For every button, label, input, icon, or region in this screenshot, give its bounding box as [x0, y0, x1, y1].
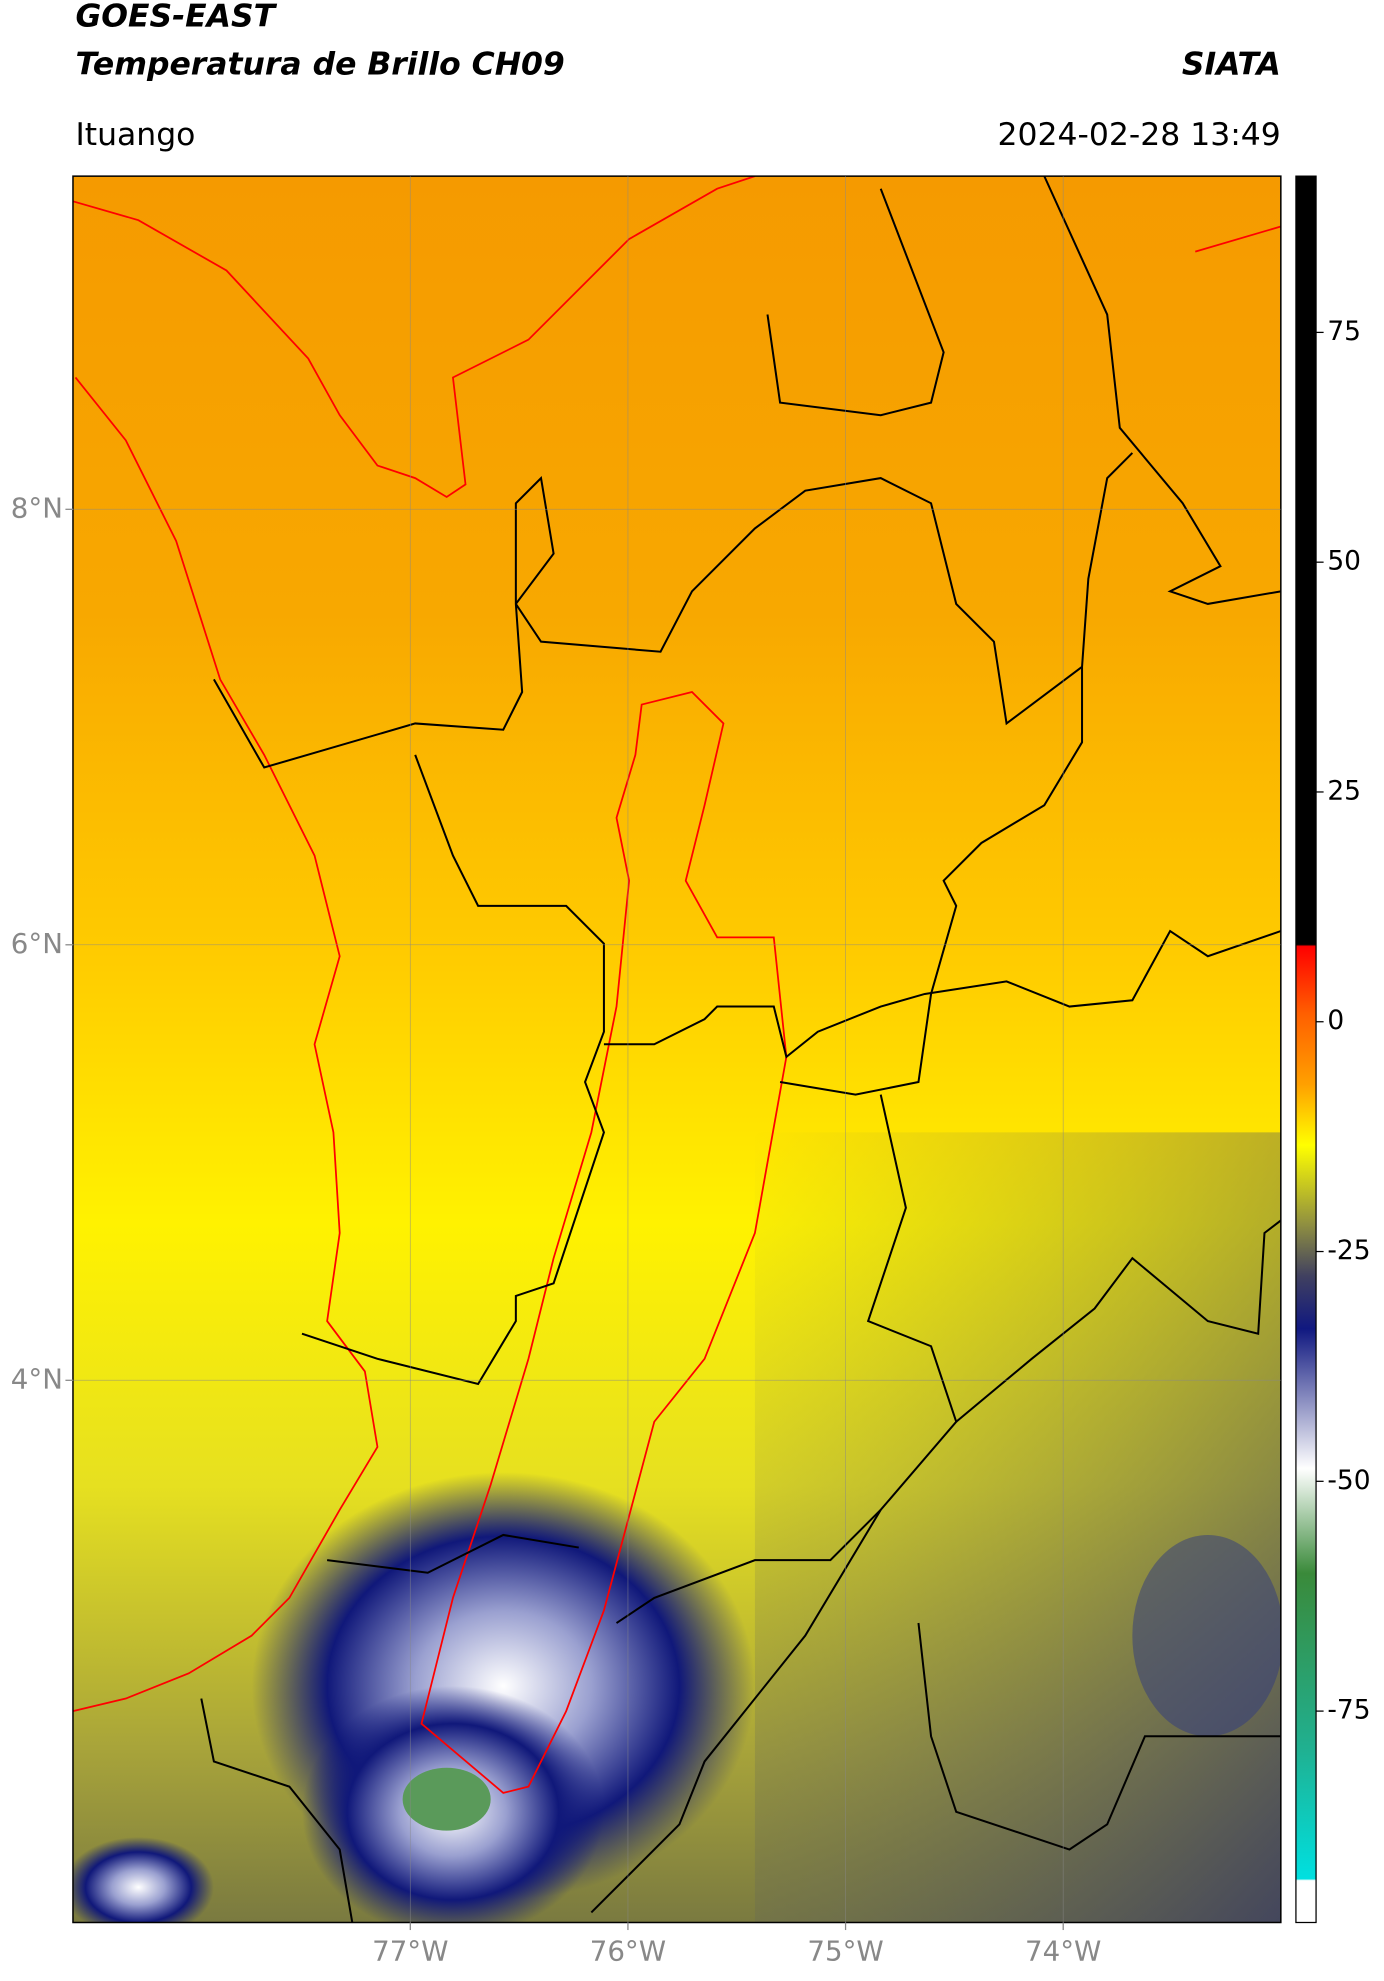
- y-tick-label: 8°N: [11, 491, 63, 524]
- map-frame: [72, 175, 1282, 1924]
- colorbar-tick-label: -25: [1327, 1235, 1370, 1266]
- region: Ituango: [75, 117, 195, 153]
- y-tick-label: 4°N: [11, 1362, 63, 1395]
- border: [955, 1219, 1281, 1423]
- coast: [72, 376, 379, 1712]
- title: GOES-EAST: [75, 0, 277, 35]
- colorbar-tick-label: -50: [1327, 1465, 1370, 1496]
- border: [301, 754, 605, 1386]
- border: [213, 452, 1134, 769]
- border: [327, 1533, 579, 1574]
- y-tick-label: 6°N: [11, 927, 63, 960]
- colorbar-tick-label: -75: [1327, 1695, 1370, 1726]
- border: [590, 1509, 882, 1914]
- colorbar-tick-label: 25: [1327, 775, 1361, 806]
- coast: [1195, 225, 1281, 253]
- cold-core: [402, 1767, 491, 1831]
- cloud: [1132, 1535, 1281, 1737]
- x-tick-label: 74°W: [1025, 1935, 1101, 1968]
- colorbar-tick-label: 75: [1327, 316, 1361, 347]
- border: [917, 1622, 1281, 1851]
- border: [615, 1094, 958, 1624]
- border: [1043, 176, 1281, 605]
- basin: [420, 691, 788, 1794]
- colorbar-tick-label: 50: [1327, 546, 1361, 577]
- border: [200, 1698, 354, 1923]
- x-tick-label: 75°W: [807, 1935, 883, 1968]
- subtitle: Temperatura de Brillo CH09: [75, 46, 564, 82]
- x-tick-label: 76°W: [590, 1935, 666, 1968]
- storm: [72, 1836, 214, 1923]
- datetime: 2024-02-28 13:49: [998, 117, 1281, 153]
- map: [72, 176, 1281, 1923]
- colorbar: [1295, 175, 1317, 1924]
- colorbar-tick-label: 0: [1327, 1005, 1344, 1036]
- org: SIATA: [1182, 46, 1281, 82]
- border: [603, 929, 1281, 1059]
- coast: [72, 176, 756, 499]
- border: [766, 188, 945, 417]
- cloud-shade: [754, 1132, 1281, 1923]
- x-tick-label: 77°W: [372, 1935, 448, 1968]
